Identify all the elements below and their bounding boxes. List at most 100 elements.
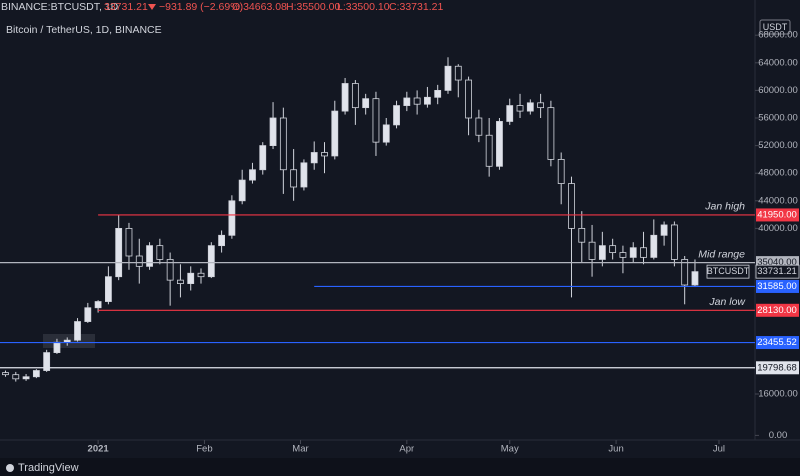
y-tick-label: 60000.00 <box>758 85 798 96</box>
header-close: C:33731.21 <box>389 1 443 13</box>
x-tick-label: Jun <box>608 444 623 455</box>
candle-body <box>650 234 658 258</box>
x-tick-label: May <box>501 444 519 455</box>
candle-body <box>351 83 359 109</box>
candle-body <box>382 124 390 143</box>
candle-body <box>598 245 606 260</box>
level-label-box <box>756 279 799 293</box>
candle-body <box>465 79 472 119</box>
brand-logo <box>6 464 14 472</box>
candle-body <box>506 105 514 122</box>
candle-body <box>197 272 205 278</box>
candle-body <box>310 152 318 164</box>
candle-body <box>238 179 246 202</box>
currency-box <box>759 19 791 35</box>
y-tick-label: 40000.00 <box>758 223 798 234</box>
candle-body <box>403 97 411 106</box>
price-tag-box <box>706 264 750 279</box>
y-tick-label: 56000.00 <box>758 113 798 124</box>
level-label-box <box>756 361 799 375</box>
candle-body <box>300 162 308 188</box>
level-label: 23455.52 <box>757 337 797 348</box>
y-tick-label: 64000.00 <box>758 57 798 68</box>
candle-body <box>218 234 225 247</box>
candle-body <box>249 169 256 181</box>
candle-body <box>269 117 277 146</box>
x-tick-label: Jul <box>713 444 725 455</box>
candle-body <box>526 102 534 112</box>
candle-body <box>588 241 596 260</box>
candle-body <box>341 83 349 112</box>
header-symbol: BINANCE:BTCUSDT, 1D <box>1 1 119 13</box>
candle-body <box>125 227 133 257</box>
y-tick-label: 44000.00 <box>758 195 798 206</box>
level-note: Jan high <box>704 201 745 213</box>
candle-body <box>53 341 61 353</box>
candle-body <box>444 65 452 91</box>
candle-body <box>156 245 164 260</box>
candle-body <box>640 247 647 258</box>
level-label: 19798.68 <box>757 362 797 373</box>
header-low: L:33500.10 <box>337 1 390 13</box>
price-tag: BTCUSDT <box>707 266 750 276</box>
candle-body <box>629 247 637 258</box>
level-label-box <box>756 208 799 222</box>
header-last: 33731.21 <box>104 1 148 13</box>
header-change: −931.89 (−2.69%) <box>159 1 243 13</box>
candle-body <box>104 276 112 302</box>
candle-body <box>660 224 668 236</box>
header-open: O:34663.08 <box>232 1 287 13</box>
candle-body <box>177 279 184 284</box>
candle-body <box>372 98 380 143</box>
candle-body <box>496 121 503 167</box>
candle-body <box>146 245 153 267</box>
candle-body <box>619 252 627 258</box>
candle-body <box>691 271 699 286</box>
footer <box>0 458 800 476</box>
candle-body <box>94 301 102 309</box>
candle-body <box>321 152 328 157</box>
candle-body <box>557 158 565 184</box>
y-tick-label: 0.00 <box>769 430 788 441</box>
candle-body <box>290 169 298 188</box>
candle-body <box>485 134 493 167</box>
x-tick-label: Apr <box>399 444 414 455</box>
x-tick-label: 2021 <box>88 444 110 455</box>
candle-body <box>568 183 575 229</box>
candle-body <box>279 117 287 171</box>
y-tick-label: 68000.00 <box>758 30 798 41</box>
candle-body <box>609 245 617 253</box>
level-label-box <box>756 336 799 350</box>
candle-body <box>74 321 81 341</box>
candle-body <box>22 376 30 380</box>
currency: USDT <box>763 22 788 32</box>
candle-body <box>516 105 524 112</box>
level-label: 41950.00 <box>757 209 797 220</box>
last-price-label: 33731.21 <box>757 266 797 277</box>
y-tick-label: 48000.00 <box>758 168 798 179</box>
y-tick-label: 52000.00 <box>758 140 798 151</box>
candle-body <box>228 200 236 236</box>
candle-body <box>547 107 555 160</box>
candle-body <box>259 145 267 171</box>
down-arrow <box>148 4 156 10</box>
level-label-box <box>756 303 799 317</box>
level-label: 31585.00 <box>757 281 797 292</box>
level-label: 35040.00 <box>757 257 797 268</box>
candle-body <box>393 105 400 126</box>
x-tick-label: Mar <box>292 444 308 455</box>
candle-body <box>84 307 92 322</box>
candle-body <box>63 339 71 343</box>
brand: TradingView <box>18 462 79 474</box>
y-tick-label: 16000.00 <box>758 389 798 400</box>
candle-body <box>362 98 370 109</box>
candle-body <box>115 227 123 278</box>
candle-body <box>2 372 9 376</box>
candle-body <box>413 97 421 105</box>
level-note: Jan low <box>708 296 746 308</box>
candle-body <box>207 245 215 278</box>
candle-body <box>670 224 678 260</box>
candle-body <box>32 370 40 378</box>
